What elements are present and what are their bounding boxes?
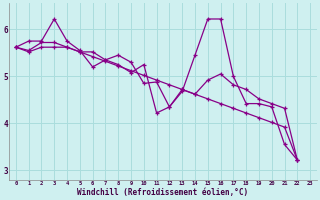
X-axis label: Windchill (Refroidissement éolien,°C): Windchill (Refroidissement éolien,°C) xyxy=(77,188,249,197)
